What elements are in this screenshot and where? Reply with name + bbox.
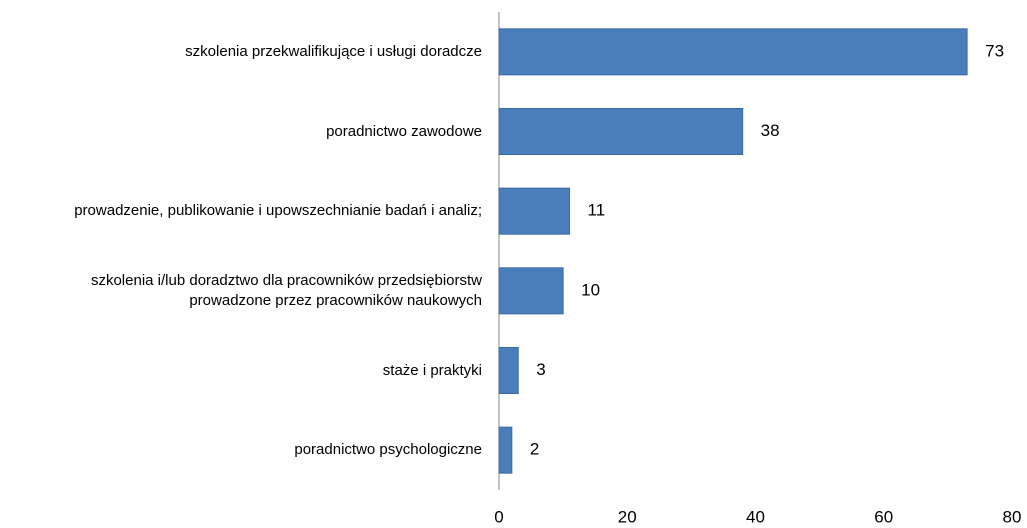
x-tick-label: 80 [1003, 507, 1022, 526]
y-tick-label: poradnictwo psychologiczne [294, 441, 482, 459]
x-tick-label: 60 [874, 507, 893, 526]
bar [498, 108, 744, 155]
bar [498, 426, 513, 474]
bar [498, 187, 571, 235]
data-label: 10 [581, 280, 600, 299]
x-tick-label: 20 [618, 507, 637, 526]
y-tick-label: prowadzenie, publikowanie i upowszechnia… [74, 202, 482, 220]
data-label: 38 [761, 121, 780, 140]
y-tick-label: szkolenia przekwalifikujące i usługi dor… [185, 42, 482, 60]
bar [498, 267, 564, 315]
data-label: 73 [985, 41, 1004, 60]
data-label: 3 [536, 360, 545, 379]
x-tick-label: 0 [494, 507, 503, 526]
data-label: 2 [530, 440, 539, 459]
y-tick-label: poradnictwo zawodowe [326, 122, 482, 140]
y-tick-label: staże i praktyki [382, 361, 482, 379]
y-tick-label: szkolenia i/lub doradztwo dla pracownikó… [90, 271, 482, 309]
x-tick-label: 40 [746, 507, 765, 526]
bar [498, 347, 519, 394]
bar [498, 28, 968, 76]
data-label: 11 [588, 201, 606, 220]
